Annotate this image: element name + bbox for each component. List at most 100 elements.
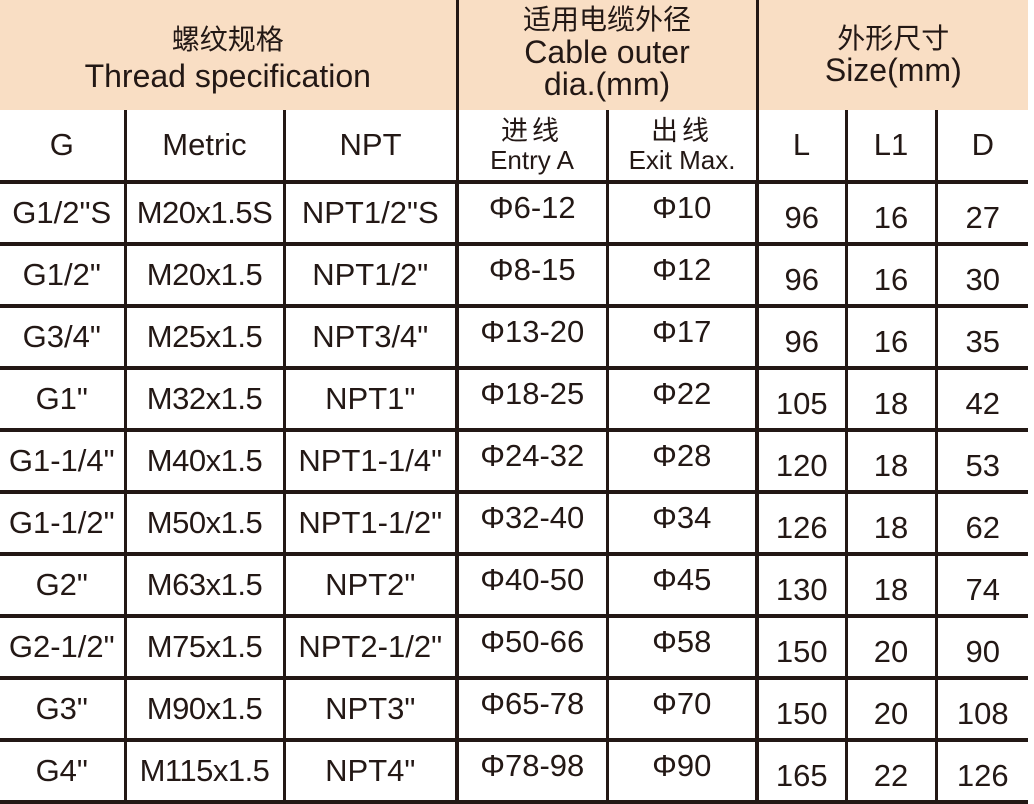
cell-entry: Φ8-15 (455, 244, 608, 308)
cell-exit: Φ34 (605, 492, 758, 556)
cell-metric: M20x1.5 (123, 244, 284, 308)
cell-g: G3" (0, 678, 125, 742)
cell-metric: M90x1.5 (123, 678, 284, 742)
table-row: G3/4" M25x1.5 NPT3/4" Φ13-20 Φ17 96 16 3… (0, 306, 1029, 370)
cell-npt: NPT2-1/2" (282, 616, 458, 680)
cell-l1: 18 (844, 368, 937, 432)
cell-npt: NPT1" (282, 368, 458, 432)
cell-metric: M75x1.5 (123, 616, 284, 680)
cable-dia-zh-label: 适用电缆外径 (523, 3, 692, 36)
cell-entry: Φ6-12 (455, 182, 608, 246)
cell-l1: 18 (844, 492, 937, 556)
column-header-metric: Metric (123, 110, 284, 184)
cell-l1: 18 (844, 430, 937, 494)
cell-npt: NPT3" (282, 678, 458, 742)
cell-npt: NPT3/4" (282, 306, 458, 370)
cell-exit: Φ28 (605, 430, 758, 494)
cell-l: 130 (755, 554, 847, 618)
cell-d: 27 (934, 182, 1029, 246)
cell-l: 96 (755, 306, 847, 370)
column-header-l: L (755, 110, 847, 184)
cell-metric: M32x1.5 (123, 368, 284, 432)
column-header-row: G Metric NPT 进线 Entry A 出线 Exit Max. L L… (0, 110, 1029, 184)
cell-d: 108 (934, 678, 1029, 742)
table-row: G2" M63x1.5 NPT2" Φ40-50 Φ45 130 18 74 (0, 554, 1029, 618)
cell-exit: Φ90 (605, 740, 758, 804)
column-header-exit: 出线 Exit Max. (605, 110, 758, 184)
column-header-npt: NPT (282, 110, 458, 184)
cell-entry: Φ32-40 (455, 492, 608, 556)
cell-entry: Φ24-32 (455, 430, 608, 494)
cell-d: 126 (934, 740, 1029, 804)
entry-en-label: Entry A (490, 145, 574, 175)
cell-l1: 20 (844, 616, 937, 680)
cell-g: G3/4" (0, 306, 125, 370)
table-row: G2-1/2" M75x1.5 NPT2-1/2" Φ50-66 Φ58 150… (0, 616, 1029, 680)
cell-l: 126 (755, 492, 847, 556)
thread-spec-en-label: Thread specification (84, 58, 371, 94)
cell-l1: 16 (844, 244, 937, 308)
cell-exit: Φ17 (605, 306, 758, 370)
cell-l: 150 (755, 616, 847, 680)
cell-l1: 16 (844, 182, 937, 246)
cell-l: 120 (755, 430, 847, 494)
cell-npt: NPT2" (282, 554, 458, 618)
cell-npt: NPT1/2" (282, 244, 458, 308)
thread-spec-zh-label: 螺纹规格 (171, 23, 284, 56)
cell-metric: M50x1.5 (123, 492, 284, 556)
cell-d: 62 (934, 492, 1029, 556)
cell-l: 105 (755, 368, 847, 432)
cell-entry: Φ78-98 (455, 740, 608, 804)
exit-zh-label: 出线 (651, 116, 714, 147)
column-header-entry: 进线 Entry A (455, 110, 608, 184)
column-header-g: G (0, 110, 125, 184)
size-en-label: Size(mm) (824, 52, 962, 88)
group-header-size: 外形尺寸 Size(mm) (757, 0, 1029, 110)
cell-l1: 22 (844, 740, 937, 804)
cell-exit: Φ22 (605, 368, 758, 432)
size-zh-label: 外形尺寸 (837, 22, 950, 55)
column-header-l1: L1 (844, 110, 937, 184)
cable-dia-en-label-line2: dia.(mm) (543, 66, 671, 102)
cell-entry: Φ13-20 (455, 306, 608, 370)
cell-l1: 18 (844, 554, 937, 618)
exit-en-label: Exit Max. (628, 145, 736, 175)
cell-npt: NPT1-1/2" (282, 492, 458, 556)
cell-d: 35 (934, 306, 1029, 370)
cell-g: G1-1/2" (0, 492, 125, 556)
cell-g: G1/2"S (0, 182, 125, 246)
column-header-d: D (934, 110, 1029, 184)
cell-l: 96 (755, 182, 847, 246)
entry-zh-label: 进线 (501, 116, 564, 147)
table-row: G1-1/2" M50x1.5 NPT1-1/2" Φ32-40 Φ34 126… (0, 492, 1029, 556)
cell-g: G4" (0, 740, 125, 804)
cell-exit: Φ58 (605, 616, 758, 680)
cell-l1: 20 (844, 678, 937, 742)
cell-entry: Φ65-78 (455, 678, 608, 742)
cell-l: 165 (755, 740, 847, 804)
cell-exit: Φ10 (605, 182, 758, 246)
cell-d: 74 (934, 554, 1029, 618)
table-row: G3" M90x1.5 NPT3" Φ65-78 Φ70 150 20 108 (0, 678, 1029, 742)
cell-exit: Φ45 (605, 554, 758, 618)
cell-npt: NPT1-1/4" (282, 430, 458, 494)
table-row: G1-1/4" M40x1.5 NPT1-1/4" Φ24-32 Φ28 120… (0, 430, 1029, 494)
table-row: G4" M115x1.5 NPT4" Φ78-98 Φ90 165 22 126 (0, 740, 1029, 804)
cell-entry: Φ18-25 (455, 368, 608, 432)
cell-d: 90 (934, 616, 1029, 680)
cell-npt: NPT1/2"S (282, 182, 458, 246)
group-header-thread-spec: 螺纹规格 Thread specification (0, 0, 459, 110)
cell-g: G2" (0, 554, 125, 618)
table-row: G1" M32x1.5 NPT1" Φ18-25 Φ22 105 18 42 (0, 368, 1029, 432)
cell-metric: M63x1.5 (123, 554, 284, 618)
cell-l: 150 (755, 678, 847, 742)
cell-d: 42 (934, 368, 1029, 432)
cell-g: G1" (0, 368, 125, 432)
cell-g: G2-1/2" (0, 616, 125, 680)
cell-metric: M25x1.5 (123, 306, 284, 370)
cell-npt: NPT4" (282, 740, 458, 804)
group-header-row: 螺纹规格 Thread specification 适用电缆外径 Cable o… (0, 0, 1029, 110)
cell-d: 53 (934, 430, 1029, 494)
